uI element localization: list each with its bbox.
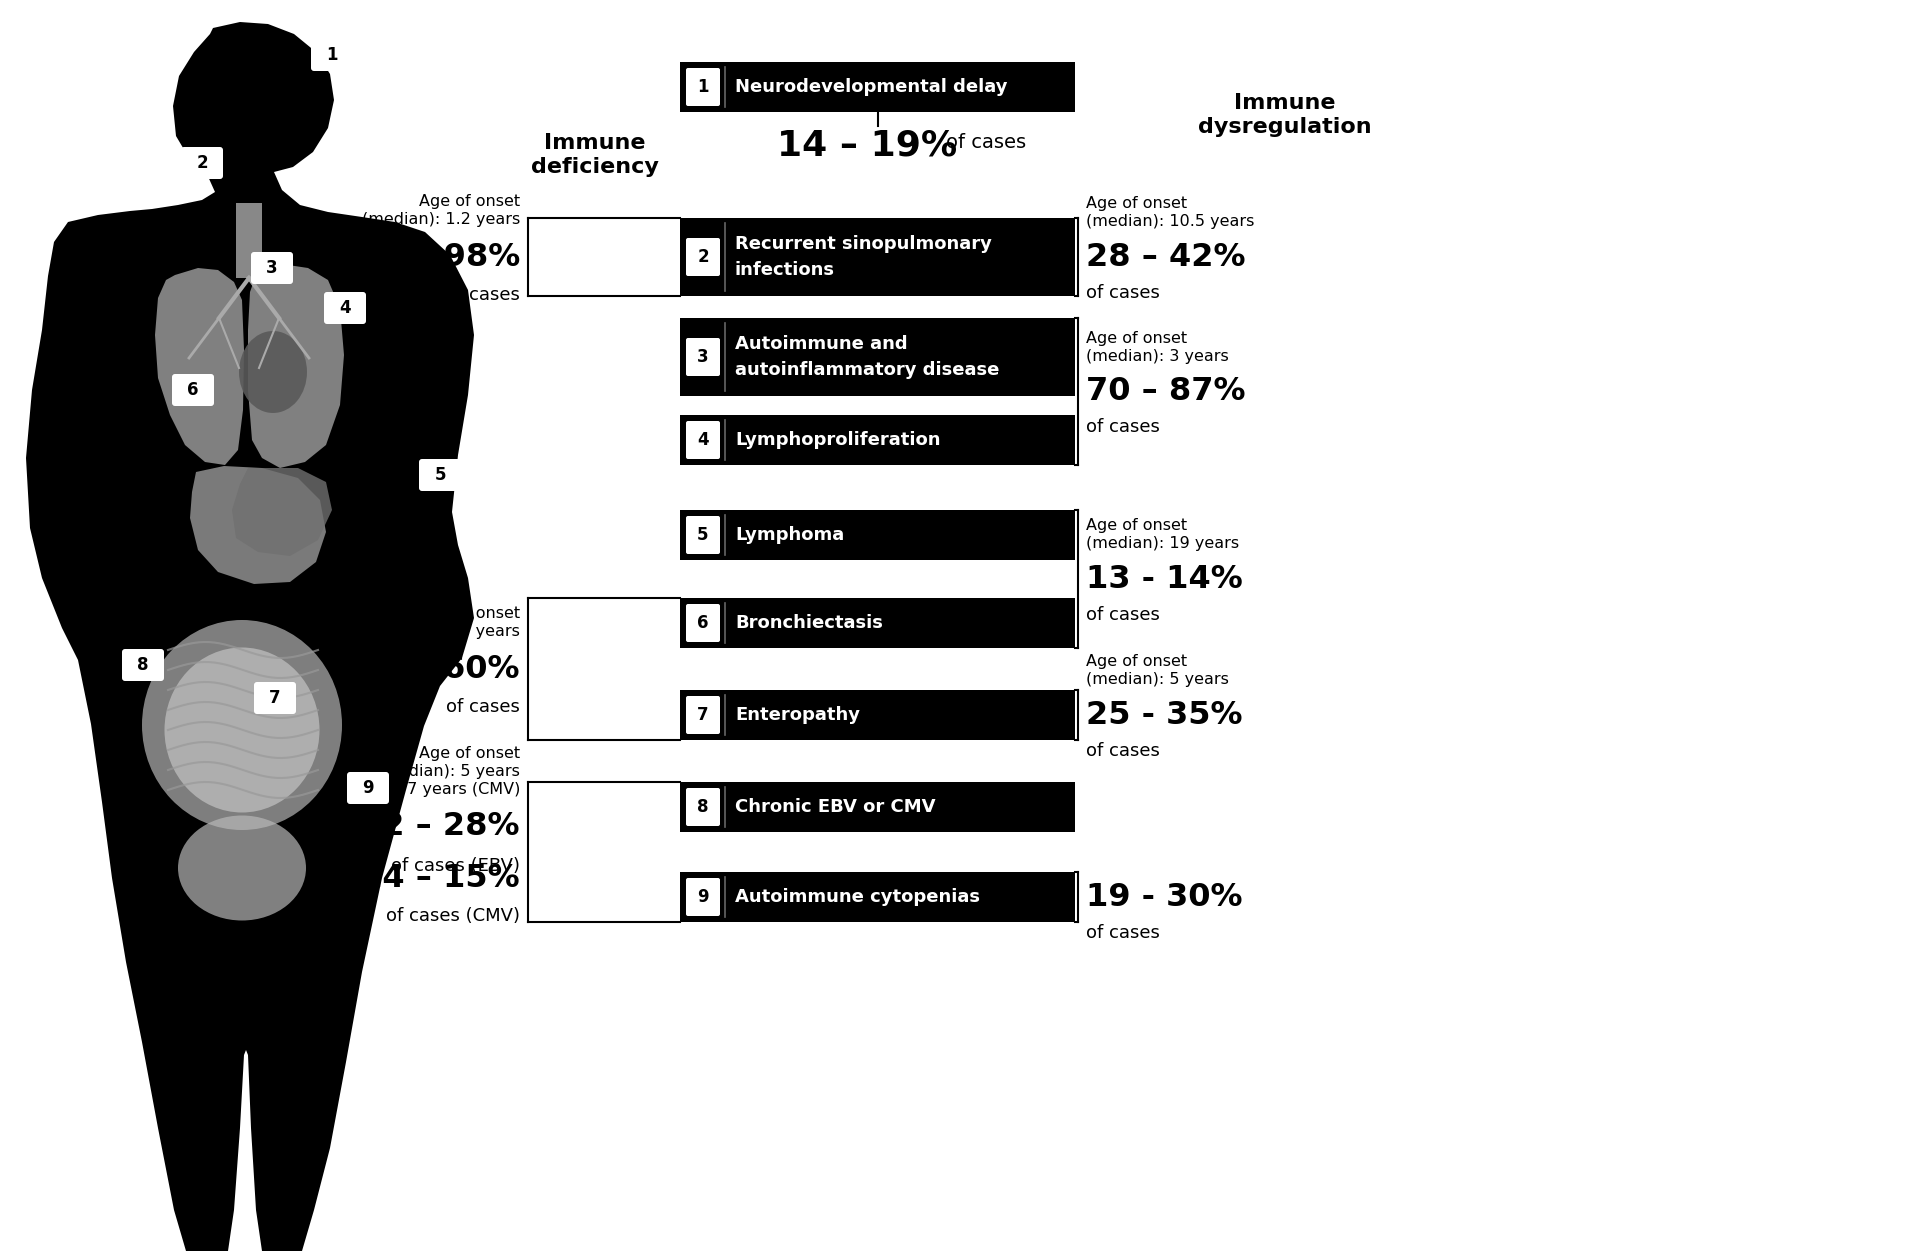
Text: autoinflammatory disease: autoinflammatory disease (735, 362, 1000, 379)
FancyBboxPatch shape (680, 218, 1075, 296)
FancyBboxPatch shape (680, 415, 1075, 465)
Text: 1: 1 (326, 46, 338, 64)
Text: Age of onset
(median): 5 years
(EBV) 7 years (CMV): Age of onset (median): 5 years (EBV) 7 y… (357, 746, 520, 797)
Text: Neurodevelopmental delay: Neurodevelopmental delay (735, 78, 1008, 96)
Text: 9: 9 (363, 779, 374, 797)
FancyBboxPatch shape (685, 338, 720, 377)
Text: Lymphoproliferation: Lymphoproliferation (735, 432, 941, 449)
Text: Lymphoma: Lymphoma (735, 525, 845, 544)
Ellipse shape (179, 816, 305, 921)
FancyBboxPatch shape (685, 788, 720, 826)
FancyBboxPatch shape (123, 649, 163, 681)
Text: 5: 5 (697, 525, 708, 544)
Text: 6: 6 (188, 382, 200, 399)
Text: 5: 5 (434, 467, 445, 484)
Text: 7: 7 (269, 689, 280, 707)
FancyBboxPatch shape (419, 459, 461, 490)
Text: Age of onset
(median): 10.5 years: Age of onset (median): 10.5 years (1087, 196, 1254, 229)
Text: Immune
dysregulation: Immune dysregulation (1198, 93, 1371, 138)
FancyBboxPatch shape (173, 374, 213, 407)
Polygon shape (27, 23, 474, 1251)
Text: Age of onset
(median): 19 years: Age of onset (median): 19 years (1087, 518, 1238, 550)
Text: 3: 3 (267, 259, 278, 276)
Text: 4: 4 (340, 299, 351, 317)
Text: infections: infections (735, 261, 835, 279)
FancyBboxPatch shape (680, 782, 1075, 832)
Text: Bronchiectasis: Bronchiectasis (735, 614, 883, 632)
FancyBboxPatch shape (685, 422, 720, 459)
Polygon shape (156, 268, 244, 465)
Text: Chronic EBV or CMV: Chronic EBV or CMV (735, 798, 935, 816)
FancyBboxPatch shape (685, 696, 720, 734)
Text: Age of onset
(median): 3 years: Age of onset (median): 3 years (1087, 330, 1229, 364)
Text: of cases: of cases (445, 698, 520, 716)
Text: of cases: of cases (1087, 924, 1160, 942)
FancyBboxPatch shape (685, 878, 720, 916)
Text: 22 – 28%: 22 – 28% (361, 811, 520, 842)
Bar (236, 203, 261, 278)
Text: Autoimmune and: Autoimmune and (735, 335, 908, 353)
Text: 4: 4 (697, 432, 708, 449)
Text: 7: 7 (697, 706, 708, 724)
Text: of cases: of cases (1087, 742, 1160, 761)
Text: 8: 8 (136, 656, 148, 674)
FancyBboxPatch shape (685, 238, 720, 276)
FancyBboxPatch shape (324, 291, 367, 324)
Text: 92 – 98%: 92 – 98% (361, 241, 520, 273)
Text: 3: 3 (697, 348, 708, 367)
FancyBboxPatch shape (180, 148, 223, 179)
FancyBboxPatch shape (680, 63, 1075, 113)
Ellipse shape (165, 648, 319, 812)
Text: of cases (CMV): of cases (CMV) (386, 907, 520, 924)
FancyBboxPatch shape (680, 510, 1075, 560)
Text: 13 - 14%: 13 - 14% (1087, 563, 1242, 594)
Text: 14 – 19%: 14 – 19% (778, 128, 958, 161)
Text: Age of onset
(median): 5 years: Age of onset (median): 5 years (1087, 654, 1229, 687)
Text: 2: 2 (196, 154, 207, 171)
Text: Recurrent sinopulmonary: Recurrent sinopulmonary (735, 235, 993, 253)
Text: 70 – 87%: 70 – 87% (1087, 377, 1246, 407)
Polygon shape (232, 468, 332, 555)
FancyBboxPatch shape (685, 604, 720, 642)
Text: of cases (EBV): of cases (EBV) (392, 857, 520, 874)
FancyBboxPatch shape (680, 872, 1075, 922)
Text: Age of onset
(median): 1.2 years: Age of onset (median): 1.2 years (361, 194, 520, 226)
Text: of cases: of cases (1087, 419, 1160, 437)
Text: 9: 9 (697, 888, 708, 906)
Text: of cases: of cases (945, 134, 1025, 153)
Text: 8: 8 (697, 798, 708, 816)
Text: 6: 6 (697, 614, 708, 632)
Text: of cases: of cases (1087, 605, 1160, 624)
Text: of cases: of cases (1087, 284, 1160, 301)
FancyBboxPatch shape (685, 68, 720, 106)
Text: 2: 2 (697, 248, 708, 266)
Text: 14 – 15%: 14 – 15% (361, 863, 520, 894)
Text: of cases: of cases (445, 286, 520, 304)
FancyBboxPatch shape (680, 598, 1075, 648)
Text: 1: 1 (697, 78, 708, 96)
FancyBboxPatch shape (348, 772, 390, 804)
Text: 28 – 60%: 28 – 60% (361, 653, 520, 684)
FancyBboxPatch shape (252, 251, 294, 284)
FancyBboxPatch shape (680, 318, 1075, 397)
Text: 25 - 35%: 25 - 35% (1087, 699, 1242, 731)
Ellipse shape (142, 620, 342, 829)
Text: 19 - 30%: 19 - 30% (1087, 882, 1242, 912)
FancyBboxPatch shape (253, 682, 296, 714)
Polygon shape (248, 265, 344, 468)
Text: Immune
deficiency: Immune deficiency (532, 133, 659, 178)
Text: Enteropathy: Enteropathy (735, 706, 860, 724)
FancyBboxPatch shape (685, 515, 720, 554)
Polygon shape (190, 467, 326, 584)
Text: Autoimmune cytopenias: Autoimmune cytopenias (735, 888, 979, 906)
Text: Age of onset
(median): 7 years: Age of onset (median): 7 years (376, 605, 520, 639)
FancyBboxPatch shape (680, 691, 1075, 741)
Ellipse shape (238, 332, 307, 413)
FancyBboxPatch shape (311, 39, 353, 71)
Text: 28 – 42%: 28 – 42% (1087, 241, 1246, 273)
